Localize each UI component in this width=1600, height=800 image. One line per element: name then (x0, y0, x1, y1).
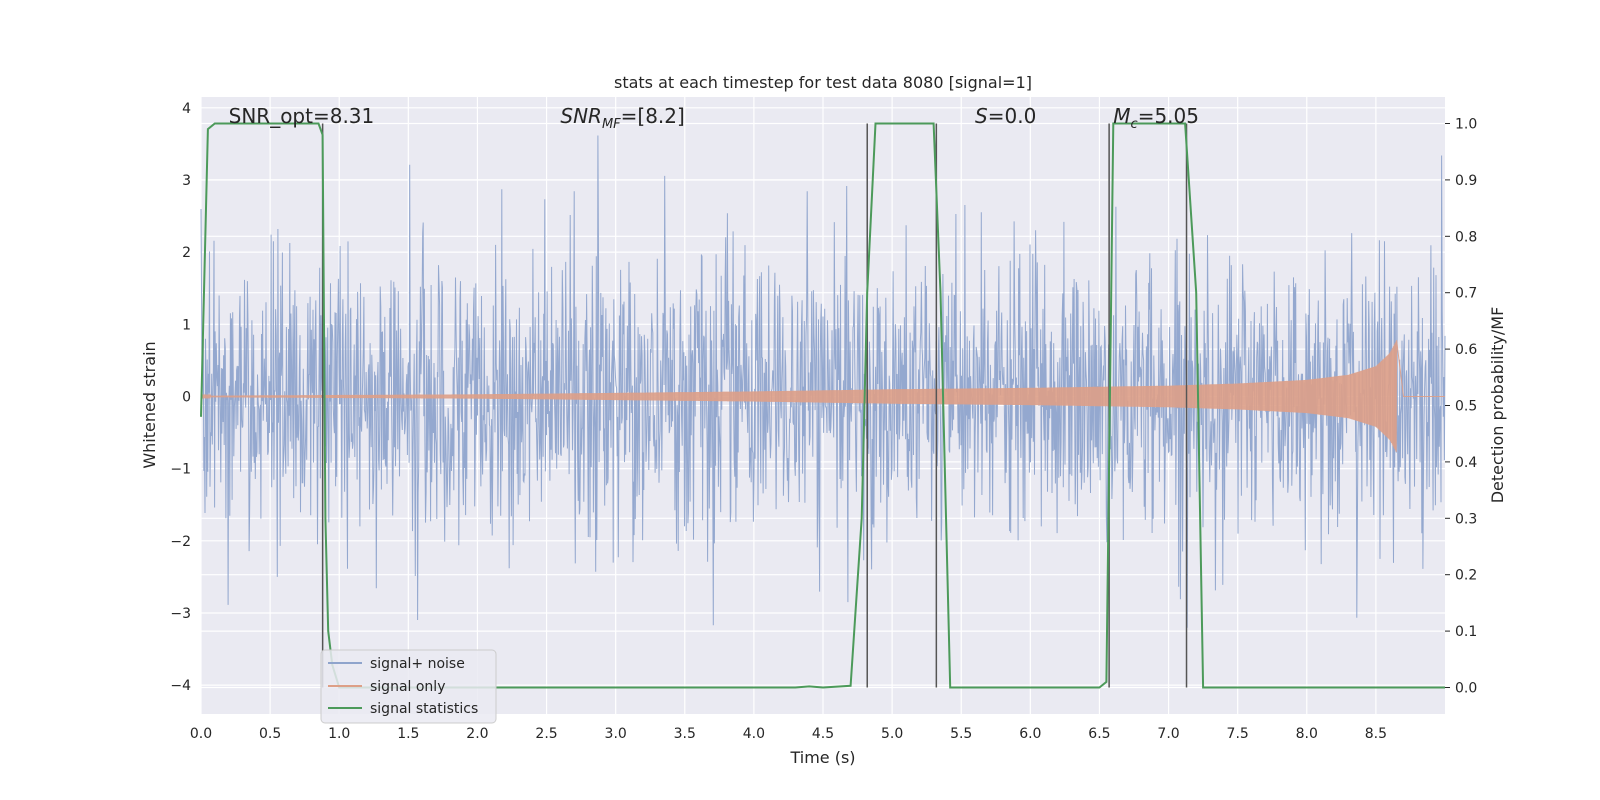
y-tick-label: −1 (170, 462, 191, 478)
y-tick-label: 2 (182, 245, 191, 261)
y-tick-label: −3 (170, 606, 191, 622)
y-right-tick-label: 0.7 (1455, 286, 1477, 302)
y-right-tick-label: 0.9 (1455, 173, 1477, 189)
x-tick-label: 0.5 (259, 726, 281, 742)
x-tick-label: 5.0 (881, 726, 903, 742)
stat-annotation: SNRMF=[8.2] (560, 104, 684, 132)
y-right-tick-label: 0.3 (1455, 511, 1477, 527)
y-right-tick-label: 0.6 (1455, 342, 1477, 358)
x-tick-label: 1.0 (328, 726, 350, 742)
stat-annotation: Mc=5.05 (1113, 104, 1199, 132)
x-tick-label: 6.5 (1088, 726, 1110, 742)
legend-label-signal-statistics: signal statistics (370, 701, 478, 717)
y-right-tick-label: 0.8 (1455, 229, 1477, 245)
legend-label-signal-noise: signal+ noise (370, 656, 465, 672)
x-tick-label: 8.0 (1296, 726, 1318, 742)
x-tick-label: 8.5 (1365, 726, 1387, 742)
x-tick-label: 6.0 (1019, 726, 1041, 742)
tick-labels: 0.0 0.5 1.0 1.5 2.0 2.5 3.0 3.5 4.0 4.5 5.0 5.5 6.0 6… (170, 101, 1477, 742)
y-tick-label: 4 (182, 101, 191, 117)
y-tick-label: −4 (170, 678, 191, 694)
y-tick-label: 0 (182, 389, 191, 405)
chart-title: stats at each timestep for test data 808… (614, 73, 1032, 92)
stat-annotation: SNR_opt=8.31 (229, 104, 375, 128)
series-signal-statistics (200, 122, 1445, 689)
legend-box (320, 649, 497, 724)
x-tick-label: 7.0 (1157, 726, 1179, 742)
line-signal-noise (200, 135, 1446, 628)
y-tick-label: 1 (182, 317, 191, 333)
y-tick-label: 3 (182, 173, 191, 189)
x-tick-label: 7.5 (1227, 726, 1249, 742)
stat-annotation: S=0.0 (975, 104, 1036, 128)
x-tick-label: 2.0 (466, 726, 488, 742)
x-tick-label: 1.5 (397, 726, 419, 742)
x-tick-label: 4.0 (743, 726, 765, 742)
x-tick-label: 5.5 (950, 726, 972, 742)
y-right-tick-label: 0.2 (1455, 568, 1477, 584)
y-right-tick-label: 0.5 (1455, 399, 1477, 415)
y-axis-label: Whitened strain (140, 341, 159, 468)
x-tick-label: 4.5 (812, 726, 834, 742)
annotations: SNR_opt=8.31 SNRMF=[8.2] S=0.0 Mc=5.05 (229, 104, 1199, 132)
y-right-tick-label: 0.1 (1455, 624, 1477, 640)
x-tick-label: 3.5 (674, 726, 696, 742)
legend: signal+ noise signal only signal statist… (320, 649, 497, 724)
y-axis-label-right: Detection probability/MF (1488, 307, 1507, 504)
x-tick-label: 2.5 (535, 726, 557, 742)
y-right-tick-label: 0.4 (1455, 455, 1477, 471)
line-signal-statistics (200, 122, 1445, 689)
x-axis-label: Time (s) (789, 748, 855, 767)
x-tick-label: 3.0 (605, 726, 627, 742)
legend-label-signal-only: signal only (370, 679, 445, 695)
y-right-tick-label: 1.0 (1455, 117, 1477, 133)
y-tick-label: −2 (170, 534, 191, 550)
y-right-tick-label: 0.0 (1455, 680, 1477, 696)
x-tick-label: 0.0 (190, 726, 212, 742)
series-signal-noise (200, 135, 1446, 628)
